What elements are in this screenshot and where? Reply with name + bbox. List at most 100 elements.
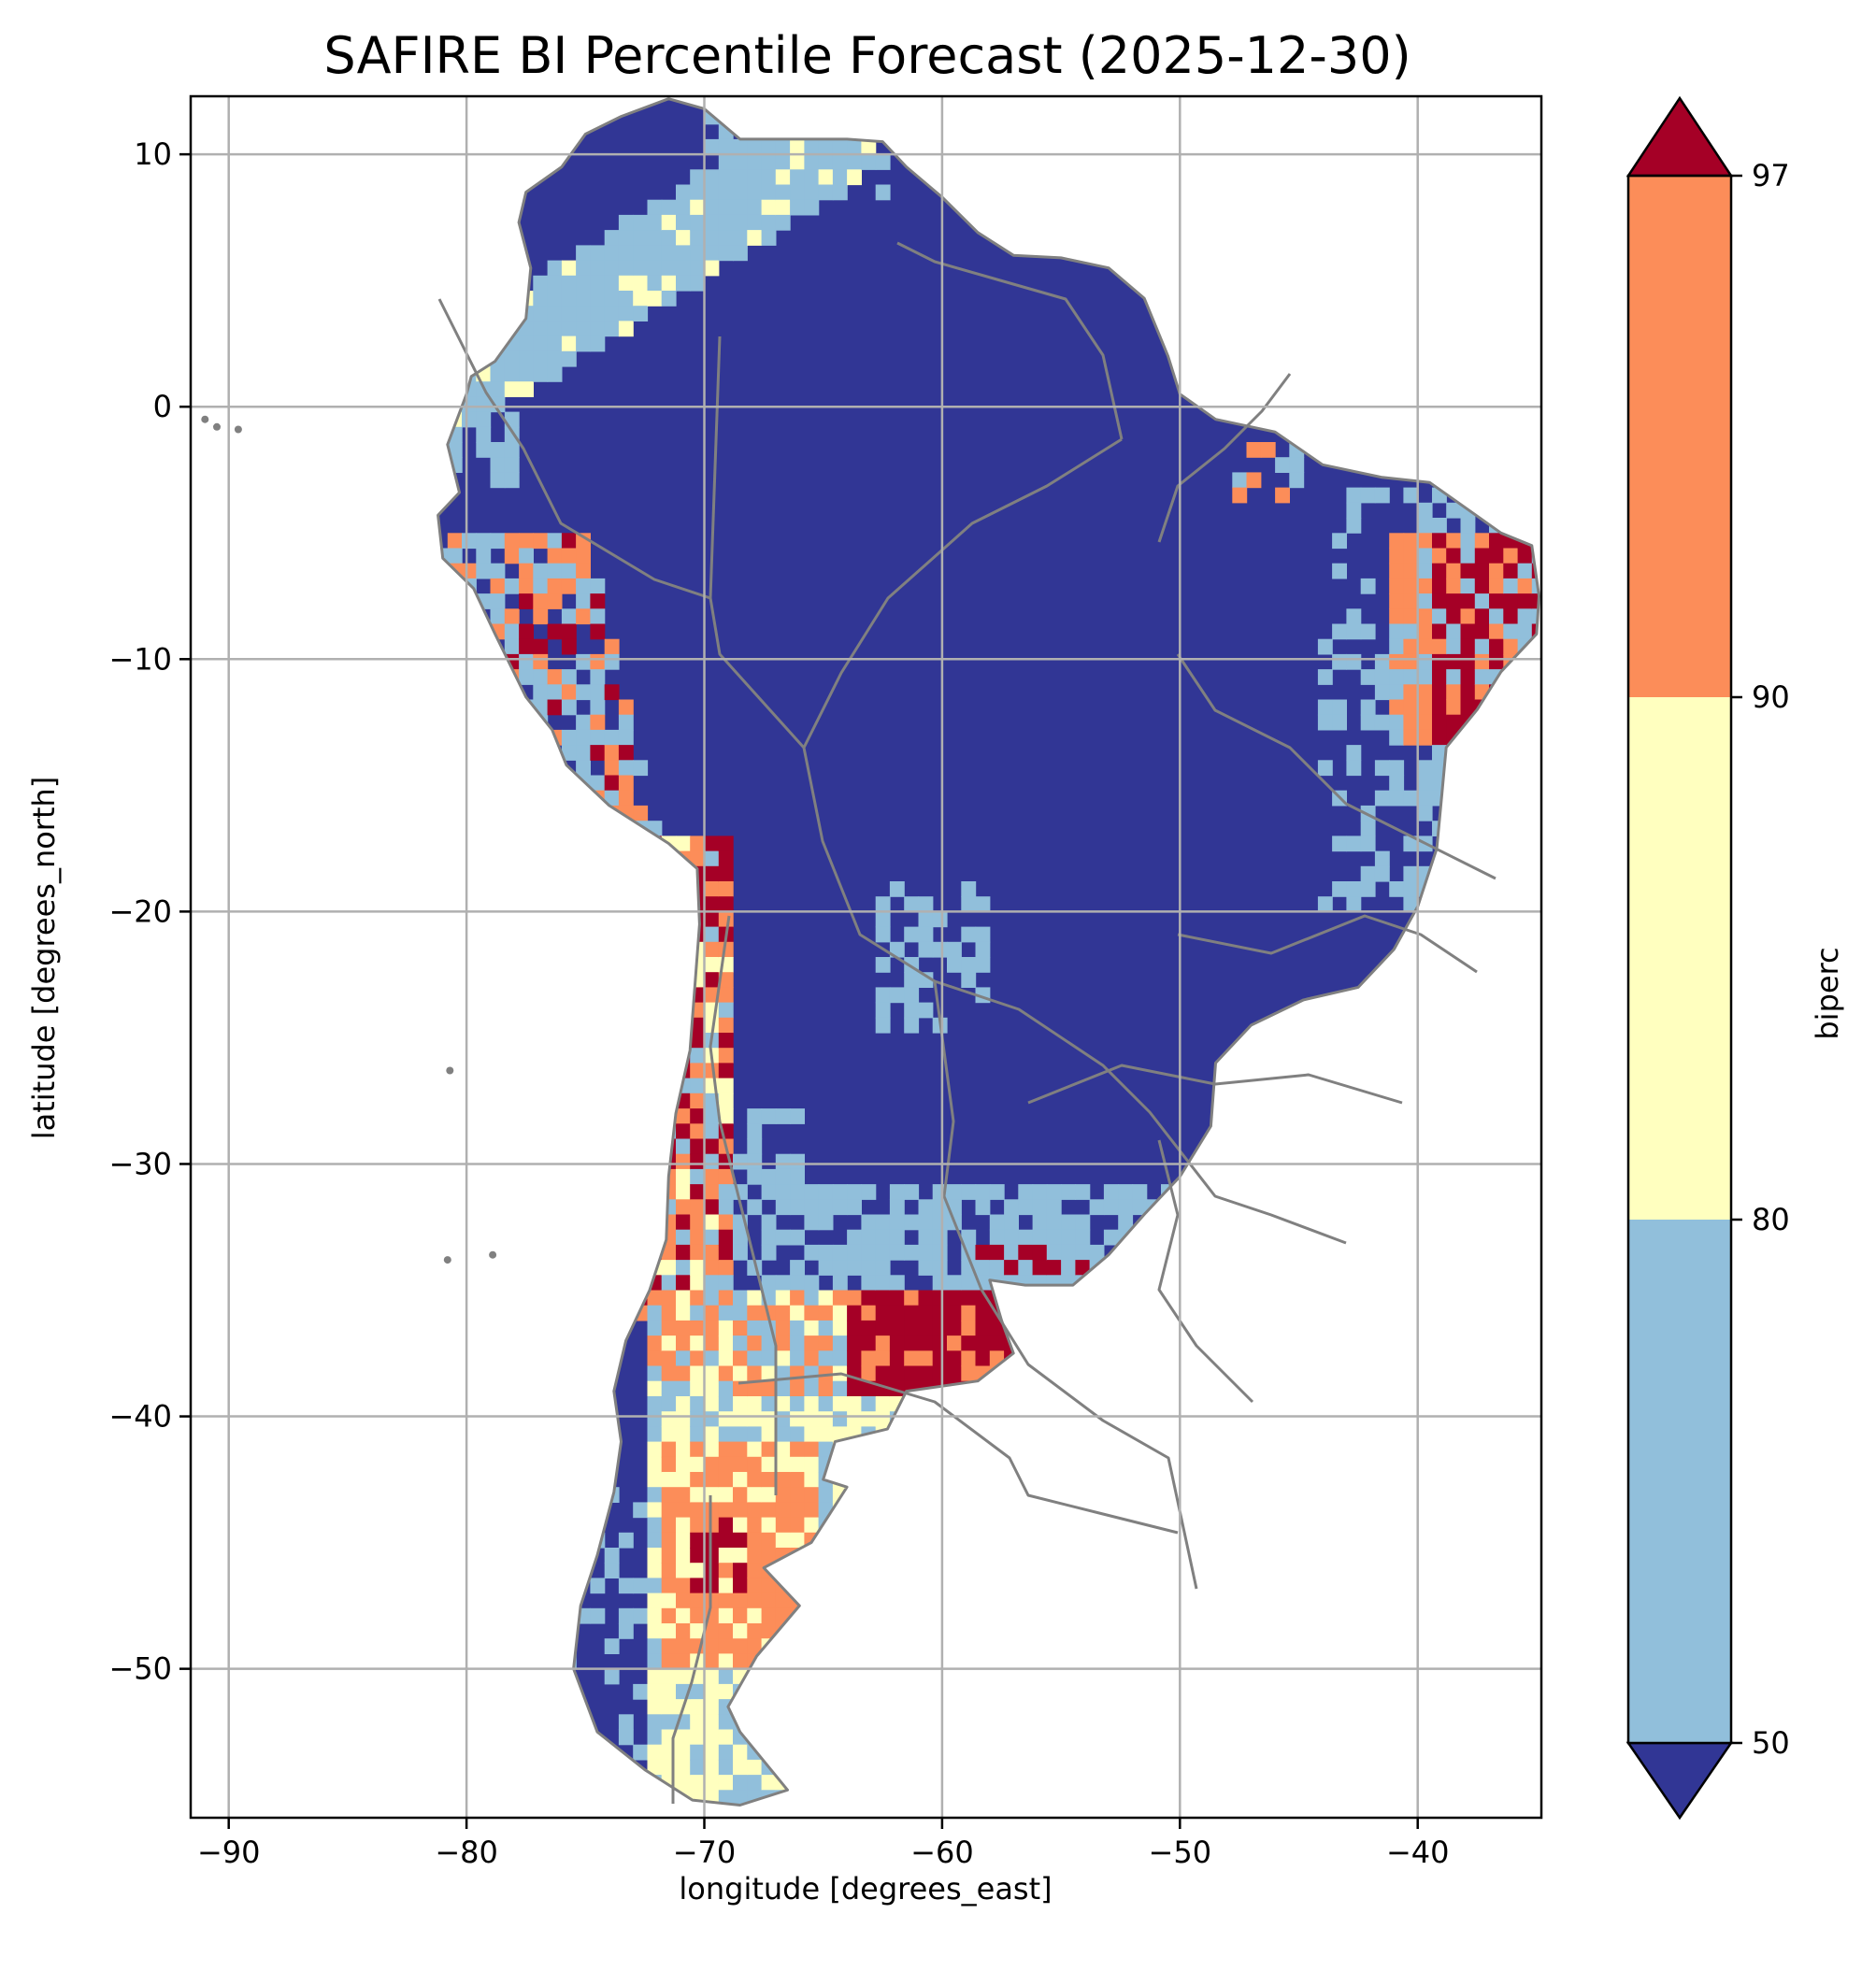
heatmap-cell — [847, 1396, 862, 1412]
heatmap-cell — [447, 548, 463, 564]
heatmap-cell — [1560, 1442, 1575, 1458]
heatmap-cell — [647, 1578, 663, 1594]
heatmap-cell — [704, 1775, 720, 1791]
heatmap-cell — [647, 230, 663, 246]
heatmap-cell — [1360, 669, 1376, 685]
heatmap-cell — [776, 1835, 791, 1851]
heatmap-cell — [647, 1472, 663, 1488]
heatmap-cell — [1346, 653, 1362, 670]
heatmap-cell — [975, 926, 991, 943]
island-marker — [234, 425, 242, 434]
heatmap-cell — [718, 1290, 734, 1307]
heatmap-cell — [1546, 578, 1561, 594]
heatmap-cell — [676, 1168, 691, 1185]
heatmap-cell — [932, 1350, 948, 1367]
heatmap-cell — [990, 1835, 1005, 1851]
heatmap-cell — [690, 1729, 706, 1746]
heatmap-cell — [761, 1380, 777, 1397]
heatmap-cell — [918, 1335, 934, 1351]
heatmap-cell — [661, 1563, 677, 1578]
heatmap-cell — [604, 306, 620, 321]
heatmap-cell — [1560, 1502, 1575, 1518]
heatmap-cell — [861, 1320, 877, 1336]
heatmap-cell — [704, 1108, 720, 1124]
heatmap-cell — [718, 1517, 734, 1534]
heatmap-cell — [747, 230, 763, 246]
heatmap-cell — [818, 1290, 834, 1307]
heatmap-cell — [832, 1184, 848, 1200]
heatmap-cell — [1346, 836, 1362, 852]
heatmap-cell — [889, 1335, 905, 1351]
heatmap-cell — [1218, 1835, 1233, 1851]
heatmap-cell — [1546, 1790, 1561, 1806]
heatmap-cell — [775, 1517, 791, 1534]
heatmap-cell — [775, 1441, 791, 1458]
heatmap-cell — [947, 1365, 962, 1382]
heatmap-cell — [1560, 1806, 1575, 1821]
heatmap-cell — [947, 1320, 962, 1336]
y-tick-label: −30 — [108, 1146, 172, 1181]
heatmap-cell — [490, 608, 506, 625]
heatmap-cell — [1389, 1821, 1404, 1836]
heatmap-cell — [747, 1593, 763, 1609]
heatmap-cell — [747, 1380, 763, 1397]
heatmap-cell — [704, 1472, 720, 1488]
heatmap-cell — [1560, 1669, 1575, 1685]
heatmap-cell — [1546, 1745, 1561, 1761]
heatmap-cell — [761, 1502, 777, 1519]
heatmap-cell — [462, 563, 477, 579]
heatmap-cell — [690, 275, 706, 292]
heatmap-cell — [1432, 669, 1447, 685]
heatmap-cell — [918, 1229, 934, 1246]
heatmap-cell — [1032, 1244, 1048, 1261]
heatmap-cell — [704, 1244, 720, 1261]
heatmap-cell — [989, 1320, 1005, 1336]
heatmap-cell — [832, 1244, 848, 1261]
heatmap-cell — [761, 1548, 777, 1564]
heatmap-cell — [590, 1578, 606, 1594]
heatmap-cell — [1446, 502, 1462, 519]
heatmap-cell — [761, 1426, 777, 1443]
heatmap-cell — [790, 1426, 805, 1443]
heatmap-cell — [690, 1821, 705, 1836]
heatmap-cell — [1432, 593, 1447, 609]
heatmap-cell — [1403, 896, 1419, 912]
heatmap-cell — [1546, 1230, 1561, 1246]
heatmap-cell — [604, 684, 620, 701]
heatmap-cell — [733, 1426, 748, 1443]
heatmap-cell — [861, 1365, 877, 1382]
heatmap-cell — [462, 533, 477, 550]
heatmap-cell — [676, 1623, 691, 1639]
heatmap-cell — [590, 653, 606, 670]
heatmap-cell — [647, 1517, 663, 1534]
heatmap-cell — [747, 214, 763, 231]
heatmap-cell — [790, 1456, 805, 1473]
heatmap-cell — [676, 1578, 691, 1594]
heatmap-cell — [818, 138, 834, 155]
heatmap-cell — [818, 1184, 834, 1200]
heatmap-cell — [847, 1335, 862, 1351]
heatmap-cell — [1517, 608, 1533, 625]
heatmap-cell — [1546, 488, 1561, 504]
heatmap-cell — [1461, 1835, 1476, 1851]
heatmap-cell — [804, 1441, 820, 1458]
heatmap-cell — [490, 366, 506, 382]
heatmap-cell — [690, 1532, 706, 1549]
heatmap-cell — [1403, 608, 1419, 625]
heatmap-cell — [676, 1260, 691, 1276]
heatmap-cell — [533, 593, 549, 609]
heatmap-cell — [761, 1214, 777, 1231]
heatmap-cell — [661, 1350, 677, 1367]
heatmap-cell — [847, 1305, 862, 1321]
heatmap-cell — [790, 1153, 805, 1170]
heatmap-cell — [1532, 1835, 1547, 1851]
heatmap-cell — [1046, 1229, 1062, 1246]
heatmap-cell — [718, 1744, 734, 1761]
heatmap-cell — [1075, 1835, 1090, 1851]
heatmap-cell — [861, 1214, 877, 1231]
heatmap-cell — [761, 138, 777, 155]
heatmap-cell — [918, 1002, 934, 1019]
heatmap-cell — [590, 684, 606, 701]
heatmap-cell — [975, 941, 991, 958]
heatmap-cell — [889, 1214, 905, 1231]
